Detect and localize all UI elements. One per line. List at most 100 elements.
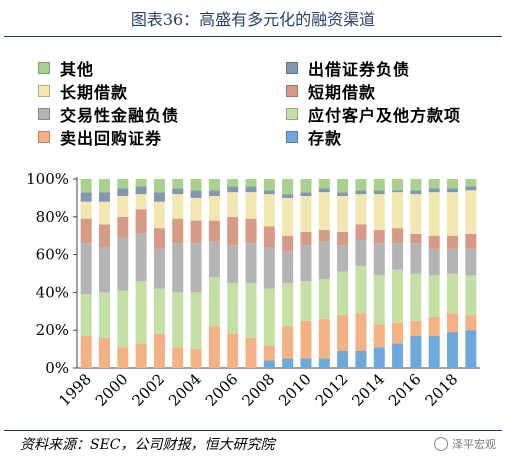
bar-segment — [318, 179, 330, 189]
footer-rule — [4, 430, 502, 431]
bar-segment — [465, 248, 477, 276]
bar-segment — [153, 201, 165, 229]
legend-item: 其他 — [38, 58, 94, 79]
bar-segment — [245, 186, 257, 193]
bar-segment — [190, 243, 202, 293]
bar-segment — [190, 190, 202, 198]
bar-segment — [117, 347, 129, 368]
bar-segment — [392, 190, 404, 193]
bar-segment — [447, 235, 459, 249]
legend-label: 出借证券负债 — [308, 60, 411, 79]
legend-item: 出借证券负债 — [286, 58, 411, 79]
watermark-text: 泽平宏观 — [452, 438, 496, 451]
bar-segment — [373, 243, 385, 276]
bar-segment — [392, 179, 404, 191]
bar-segment — [190, 197, 202, 221]
bar-segment — [282, 179, 294, 195]
source-note: 资料来源：SEC，公司财报，恒大研究院 — [20, 437, 275, 453]
bar-segment — [227, 245, 239, 283]
x-tick-label: 2002 — [129, 370, 169, 410]
bar-segment — [428, 179, 440, 189]
bar-segment — [337, 245, 349, 272]
legend-item: 长期借款 — [38, 81, 128, 102]
bar-segment — [117, 196, 129, 217]
bar-segment — [117, 179, 129, 189]
bar-segment — [208, 277, 220, 327]
bar-segment — [245, 282, 257, 338]
bar-segment — [263, 360, 275, 368]
legend-label: 交易性金融负债 — [60, 106, 180, 125]
bar-segment — [355, 313, 367, 351]
x-tick-label: 2016 — [385, 370, 425, 410]
bar-segment — [355, 265, 367, 314]
bar-segment — [263, 179, 275, 191]
legend-swatch — [286, 108, 298, 120]
bar-segment — [373, 275, 385, 325]
legend-item: 卖出回购证券 — [38, 127, 162, 148]
y-tick-label: 60% — [36, 246, 69, 264]
bar-segment — [373, 179, 385, 191]
bar-segment — [135, 194, 147, 210]
legend-swatch — [286, 85, 298, 97]
bar-segment — [80, 192, 92, 202]
bar-segment — [447, 313, 459, 333]
bar-segment — [208, 326, 220, 368]
legend-label: 短期借款 — [308, 83, 377, 102]
bar-segment — [355, 190, 367, 195]
bar-segment — [392, 192, 404, 229]
x-tick-label: 2012 — [312, 370, 352, 410]
bar-segment — [263, 288, 275, 346]
bar-segment — [245, 218, 257, 244]
bar-segment — [153, 288, 165, 334]
bar-segment — [300, 196, 312, 232]
bar-segment — [337, 192, 349, 197]
bar-segment — [227, 192, 239, 217]
bar-segment — [355, 179, 367, 191]
bar-segment — [98, 247, 110, 293]
bar-segment — [208, 179, 220, 191]
legend-item: 存款 — [286, 127, 342, 148]
bar-segment — [410, 243, 422, 274]
legend-item: 应付客户及他方款项 — [286, 104, 461, 125]
bar-segment — [428, 275, 440, 317]
bar-segment — [465, 275, 477, 316]
bar-segment — [190, 349, 202, 368]
bar-segment — [373, 194, 385, 231]
bar-segment — [98, 192, 110, 202]
bar-segment — [318, 230, 330, 242]
chart-title: 图表36：高盛有多元化的融资渠道 — [130, 10, 376, 29]
bar-segment — [318, 279, 330, 319]
bar-segment — [428, 316, 440, 336]
bar-segment — [282, 235, 294, 251]
bar-segment — [410, 273, 422, 321]
watermark: 泽平宏观 — [434, 436, 496, 452]
legend-swatch — [38, 131, 50, 143]
bar-segment — [465, 315, 477, 331]
bar-segment — [135, 343, 147, 368]
bar-segment — [245, 243, 257, 283]
bar-segment — [282, 326, 294, 359]
bar-segment — [117, 290, 129, 348]
bar-segment — [172, 218, 184, 244]
bar-segment — [227, 333, 239, 368]
bar-segment — [300, 358, 312, 368]
bar-segment — [318, 241, 330, 280]
bar-segment — [98, 201, 110, 225]
bar-segment — [465, 179, 477, 187]
bar-segment — [117, 216, 129, 238]
wechat-icon — [434, 437, 448, 451]
bar-segment — [153, 192, 165, 202]
bar-segment — [465, 330, 477, 368]
bar-segment — [392, 322, 404, 344]
bar-segment — [208, 241, 220, 278]
legend-item: 交易性金融负债 — [38, 104, 180, 125]
bar-segment — [135, 209, 147, 234]
bar-segment — [392, 343, 404, 368]
bar-segment — [153, 228, 165, 249]
bar-segment — [153, 333, 165, 368]
bar-segment — [80, 179, 92, 193]
y-tick-label: 40% — [36, 283, 69, 301]
bar-segment — [447, 273, 459, 314]
bar-segment — [80, 218, 92, 244]
bar-segment — [373, 190, 385, 195]
